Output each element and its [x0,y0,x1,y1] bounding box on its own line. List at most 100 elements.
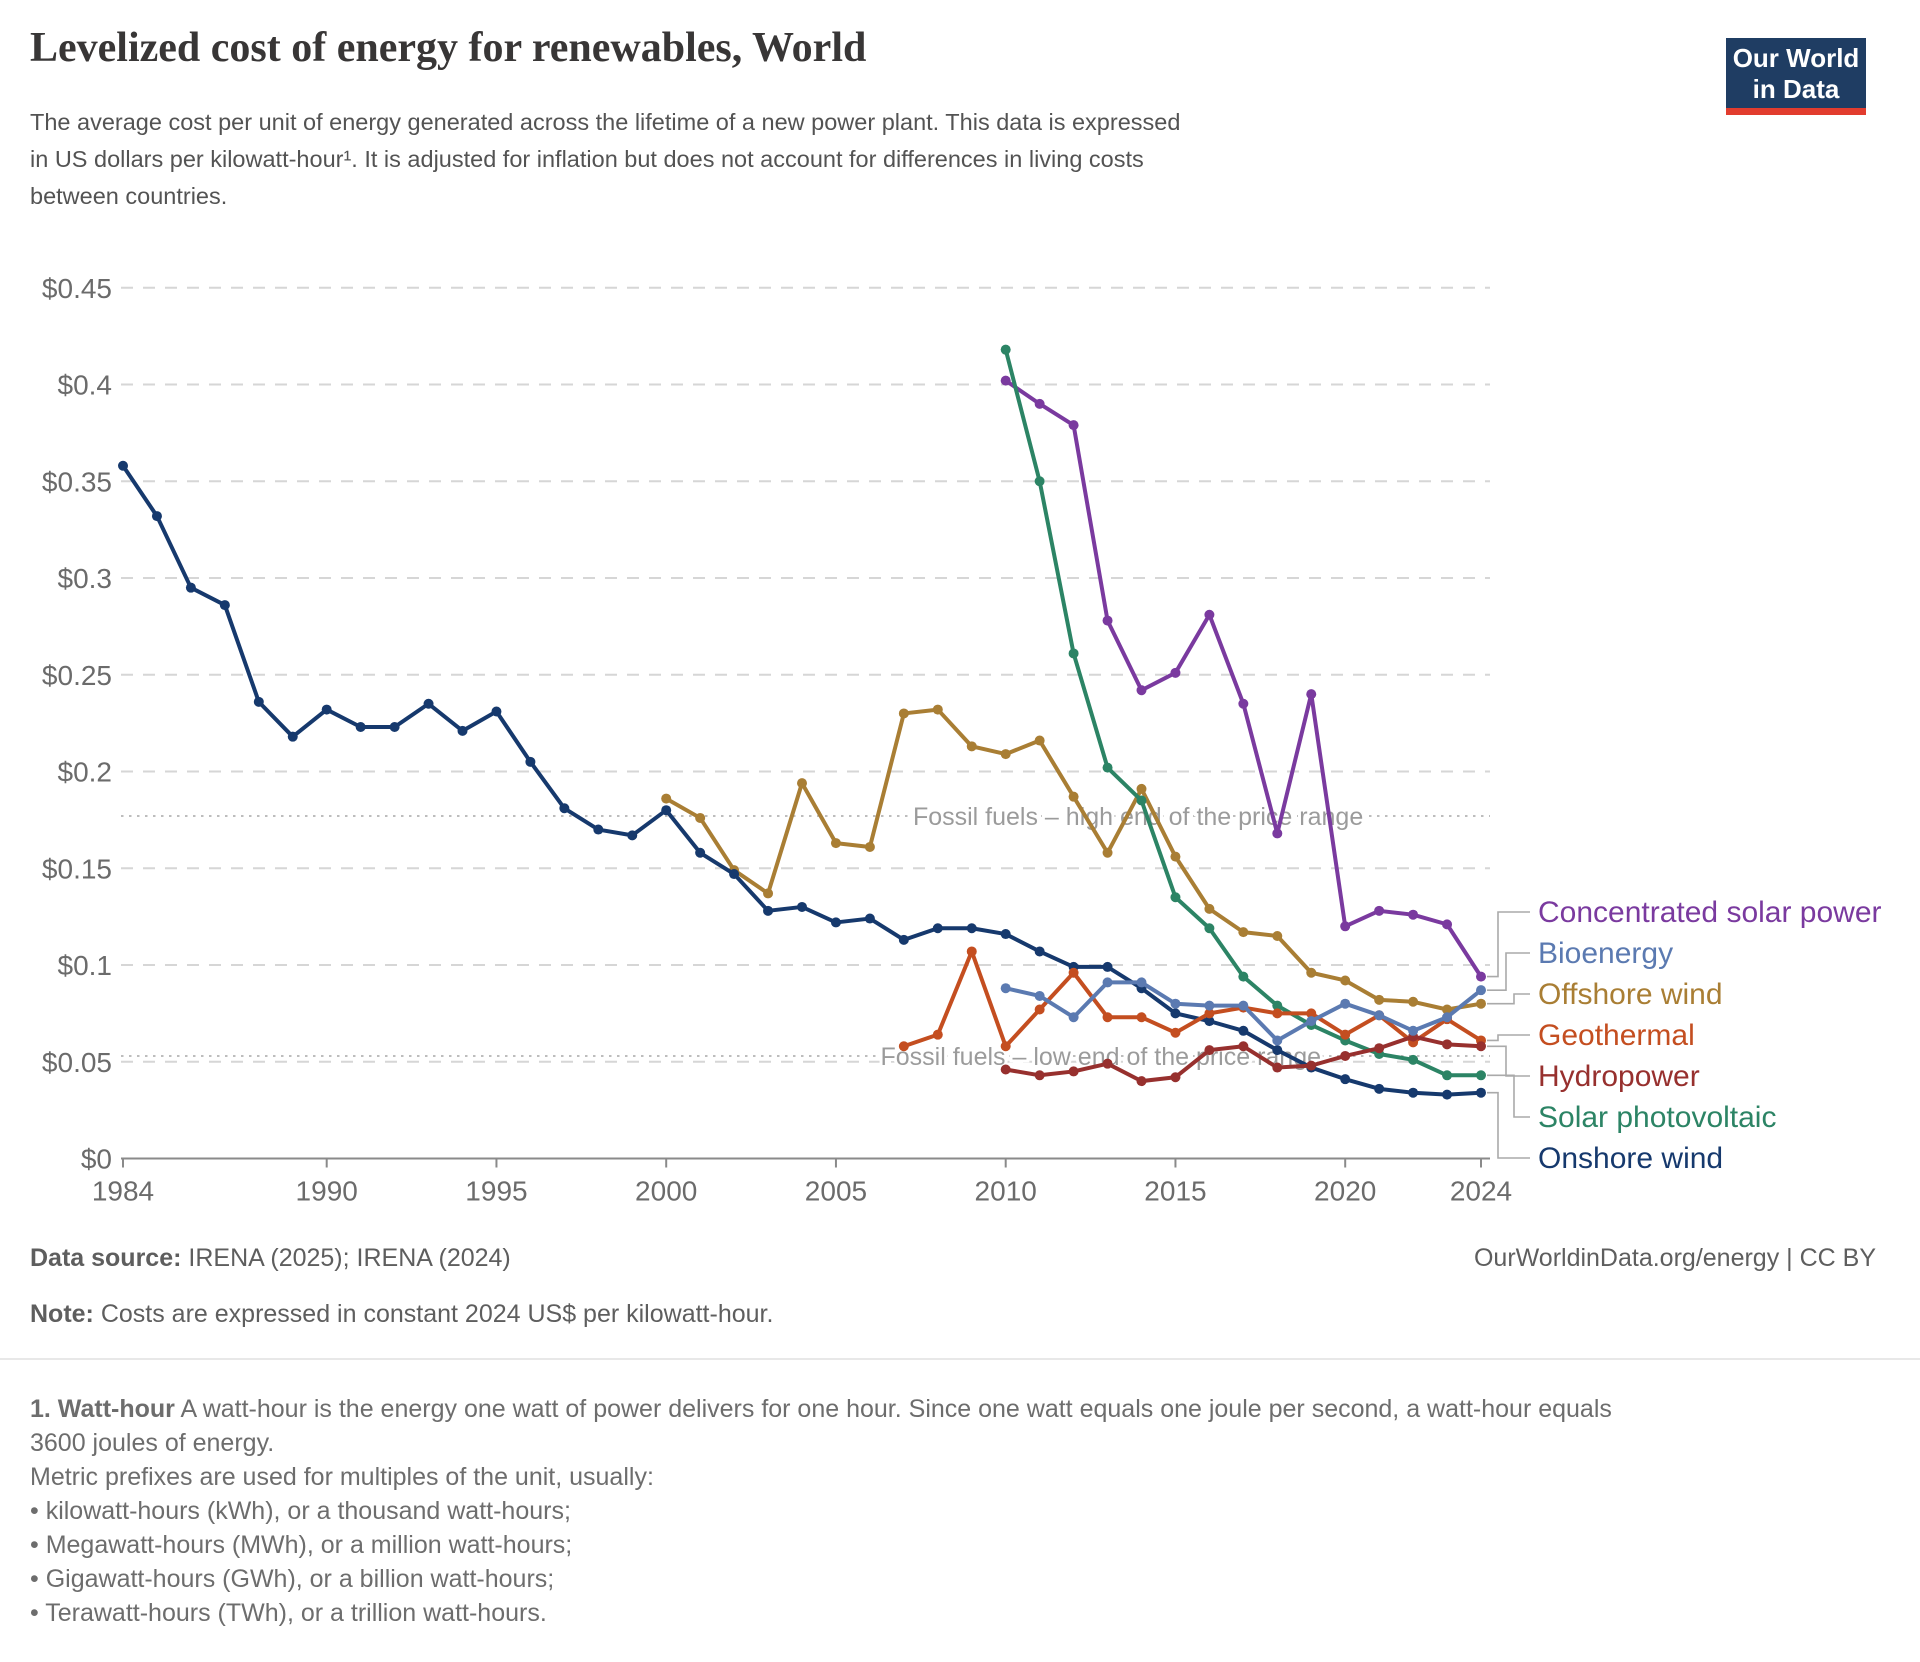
data-point[interactable] [1442,919,1453,930]
data-point[interactable] [1034,735,1045,746]
data-point[interactable] [118,460,128,471]
data-point[interactable] [1000,983,1011,994]
data-point[interactable] [1476,1087,1486,1098]
data-point[interactable] [1476,998,1486,1009]
data-point[interactable] [1000,344,1011,355]
data-point[interactable] [1102,961,1113,972]
data-point[interactable] [1170,1072,1181,1083]
data-point[interactable] [1476,971,1486,982]
data-point[interactable] [1374,1010,1385,1021]
data-point[interactable] [1136,783,1147,794]
legend-label-bioenergy[interactable]: Bioenergy [1538,937,1673,970]
attribution-link[interactable]: OurWorldinData.org/energy | CC BY [1473,1244,1876,1272]
data-point[interactable] [1204,1000,1215,1011]
data-point[interactable] [1204,609,1215,620]
data-point[interactable] [1272,1008,1283,1019]
data-point[interactable] [1170,892,1181,903]
data-point[interactable] [1170,851,1181,862]
data-point[interactable] [695,812,706,823]
data-point[interactable] [1170,1008,1181,1019]
data-point[interactable] [253,696,264,707]
data-point[interactable] [355,721,366,732]
data-point[interactable] [1034,1004,1045,1015]
data-point[interactable] [287,731,298,742]
data-point[interactable] [1272,1000,1283,1011]
data-point[interactable] [1170,1027,1181,1038]
data-point[interactable] [932,923,943,934]
data-point[interactable] [1306,689,1317,700]
data-point[interactable] [898,934,909,945]
legend-label-concentrated-solar-power[interactable]: Concentrated solar power [1538,896,1882,929]
data-point[interactable] [1034,990,1045,1001]
data-point[interactable] [1068,420,1079,431]
data-point[interactable] [1170,667,1181,678]
data-point[interactable] [1408,996,1419,1007]
legend-label-hydropower[interactable]: Hydropower [1538,1060,1700,1093]
data-point[interactable] [661,805,672,816]
data-point[interactable] [1272,828,1283,839]
data-point[interactable] [1102,1012,1113,1023]
data-point[interactable] [1000,375,1011,386]
data-point[interactable] [1374,905,1385,916]
data-point[interactable] [1476,985,1486,996]
data-point[interactable] [1340,921,1351,932]
data-point[interactable] [1272,930,1283,941]
data-point[interactable] [1306,967,1317,978]
data-point[interactable] [1136,1012,1147,1023]
data-point[interactable] [559,803,570,814]
data-point[interactable] [695,847,706,858]
data-point[interactable] [1000,749,1011,760]
legend-label-offshore-wind[interactable]: Offshore wind [1538,978,1723,1011]
data-point[interactable] [864,913,875,924]
data-point[interactable] [593,824,604,835]
data-point[interactable] [1442,1012,1453,1023]
data-point[interactable] [797,778,807,789]
data-point[interactable] [898,1041,909,1052]
data-point[interactable] [1238,1000,1249,1011]
data-point[interactable] [1102,762,1113,773]
data-point[interactable] [1238,1025,1249,1036]
legend-label-solar-photovoltaic[interactable]: Solar photovoltaic [1538,1101,1776,1134]
data-point[interactable] [151,511,162,522]
data-point[interactable] [423,698,434,709]
data-point[interactable] [1034,946,1045,957]
data-point[interactable] [898,708,909,719]
legend-label-onshore-wind[interactable]: Onshore wind [1538,1142,1723,1175]
data-point[interactable] [1136,977,1147,988]
data-point[interactable] [864,841,875,852]
data-point[interactable] [1238,1041,1249,1052]
data-point[interactable] [1034,476,1045,487]
data-point[interactable] [1136,795,1147,806]
data-point[interactable] [1272,1035,1283,1046]
data-point[interactable] [1102,1058,1113,1069]
data-point[interactable] [627,830,638,841]
data-point[interactable] [1306,1008,1317,1019]
data-point[interactable] [763,888,774,899]
data-point[interactable] [219,600,230,611]
data-point[interactable] [1204,923,1215,934]
data-point[interactable] [966,923,977,934]
data-point[interactable] [1000,1064,1011,1075]
data-point[interactable] [797,901,807,912]
data-point[interactable] [830,917,841,928]
data-point[interactable] [1136,685,1147,696]
data-point[interactable] [1408,1054,1419,1065]
data-point[interactable] [1374,1043,1385,1054]
data-point[interactable] [321,704,332,715]
data-point[interactable] [1442,1004,1453,1015]
data-point[interactable] [1204,1008,1215,1019]
data-point[interactable] [966,946,977,957]
data-point[interactable] [1204,1045,1215,1056]
data-point[interactable] [1374,994,1385,1005]
series-line-concentrated-solar-power[interactable] [1003,378,1483,979]
data-point[interactable] [1340,1074,1351,1085]
data-point[interactable] [1068,1066,1079,1077]
data-point[interactable] [1238,971,1249,982]
data-point[interactable] [491,706,502,717]
data-point[interactable] [1034,398,1045,409]
data-point[interactable] [1340,1050,1351,1061]
owid-logo[interactable]: Our World in Data [1726,38,1866,115]
data-point[interactable] [1272,1062,1283,1073]
data-point[interactable] [1068,1012,1079,1023]
data-point[interactable] [763,905,774,916]
